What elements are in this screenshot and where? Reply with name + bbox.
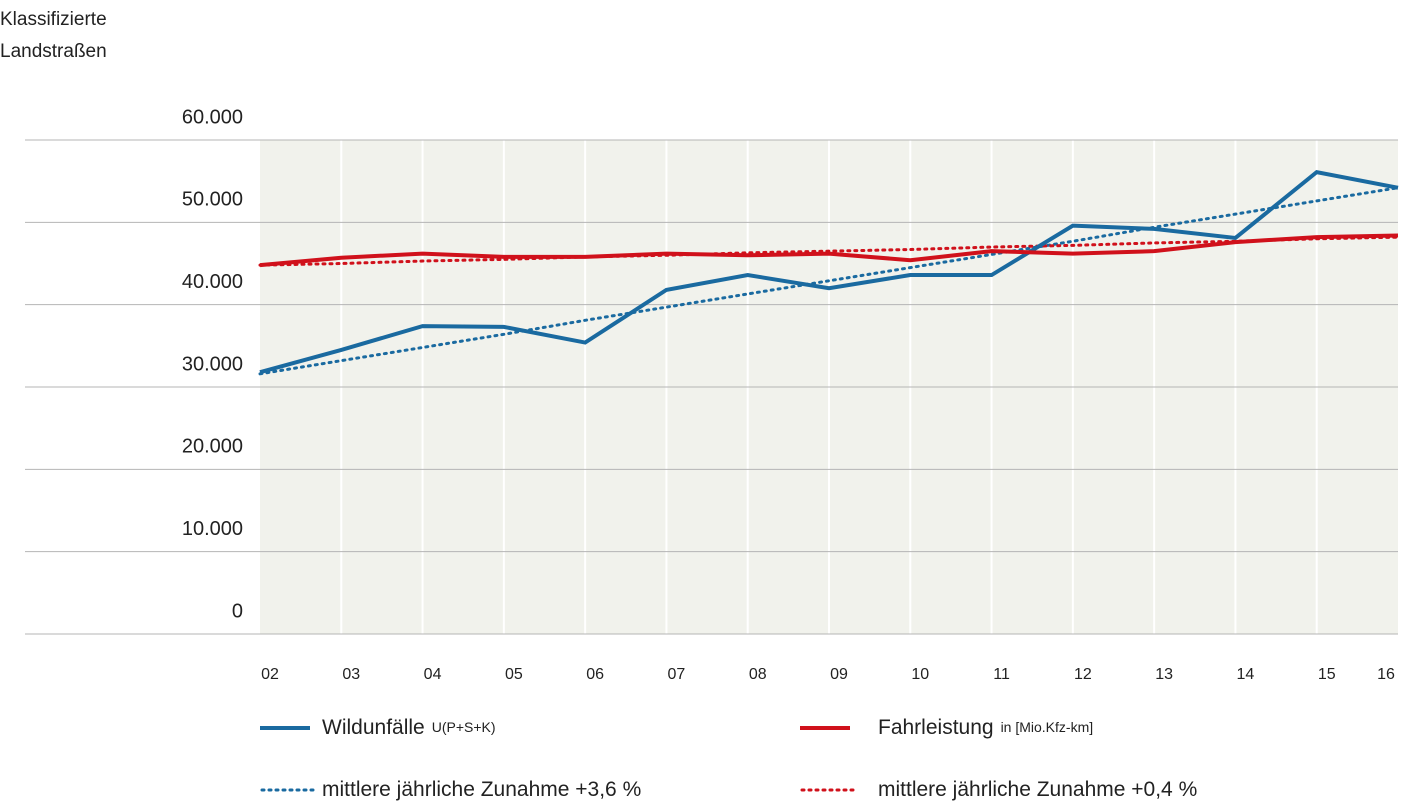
x-tick-label: 06 [586,666,604,683]
y-tick-label: 20.000 [182,436,243,458]
x-tick-label: 15 [1318,666,1336,683]
x-tick-label: 16 [1377,666,1395,683]
chart-title: Landstraßen [0,41,107,62]
x-tick-label: 07 [668,666,686,683]
legend-name: Fahrleistung [878,716,994,739]
trend-line [258,235,1400,267]
x-tick-label: 14 [1237,666,1255,683]
y-tick-label: 60.000 [182,106,243,128]
y-tick-label: 40.000 [182,271,243,293]
x-tick-label: 11 [993,666,1010,683]
legend-name: mittlere jährliche Zunahme +0,4 % [878,778,1197,801]
x-tick-label: 12 [1074,666,1092,683]
legend-label: mittlere jährliche Zunahme +3,6 % [322,778,641,801]
legend-unit: U(P+S+K) [432,719,496,735]
x-tick-label: 05 [505,666,523,683]
legend-label: Wildunfälle U(P+S+K) [322,716,496,739]
data-line [259,233,1399,268]
x-tick-label: 04 [424,666,442,683]
legend-name: Wildunfälle [322,716,425,739]
y-tick-label: 0 [232,600,243,622]
trend-line [258,186,1400,376]
y-tick-label: 50.000 [182,189,243,211]
legend-name: mittlere jährliche Zunahme +3,6 % [322,778,641,801]
x-tick-label: 10 [911,666,929,683]
legend-label: Fahrleistung in [Mio.Kfz-km] [878,716,1093,739]
legend-unit: in [Mio.Kfz-km] [1001,719,1094,735]
chart-title: Klassifizierte [0,9,107,30]
legend-label: mittlere jährliche Zunahme +0,4 % [878,778,1197,801]
x-tick-label: 09 [830,666,848,683]
x-tick-label: 13 [1155,666,1173,683]
y-tick-label: 10.000 [182,518,243,540]
x-tick-label: 03 [342,666,360,683]
y-tick-label: 30.000 [182,353,243,375]
x-tick-label: 02 [261,666,279,683]
data-line [259,169,1399,375]
x-tick-label: 08 [749,666,767,683]
